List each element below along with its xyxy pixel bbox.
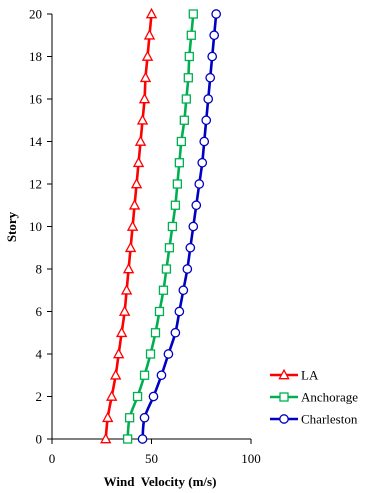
data-point-la	[141, 50, 154, 61]
y-tick-label: 18	[29, 49, 42, 64]
data-point-charleston	[197, 157, 208, 168]
data-point-la	[130, 177, 143, 189]
data-point-anchorage	[158, 285, 169, 295]
series-la	[100, 7, 158, 444]
y-tick-label: 16	[29, 92, 43, 107]
y-axis-title: Story	[4, 211, 19, 242]
data-point-la	[124, 241, 137, 253]
data-point-anchorage	[150, 328, 161, 338]
data-point-la	[138, 92, 151, 104]
y-tick-label: 14	[29, 134, 43, 149]
data-point-charleston	[156, 370, 167, 381]
y-tick-label: 20	[29, 7, 42, 22]
data-point-anchorage	[179, 115, 189, 125]
series-line-charleston	[141, 12, 218, 441]
data-point-anchorage	[186, 30, 196, 40]
x-tick-label: 50	[145, 451, 158, 466]
data-point-charleston	[182, 264, 193, 274]
data-point-anchorage	[172, 179, 183, 189]
data-point-charleston	[191, 200, 202, 211]
y-tick-label: 2	[36, 389, 43, 404]
data-point-anchorage	[176, 136, 187, 147]
data-point-anchorage	[122, 434, 133, 444]
data-point-la	[106, 390, 118, 401]
data-point-charleston	[205, 72, 216, 83]
legend-label-la: LA	[301, 368, 319, 383]
data-point-la	[109, 369, 122, 380]
data-point-charleston	[201, 115, 212, 126]
x-tick-label: 0	[49, 451, 56, 466]
data-point-la	[139, 71, 152, 83]
data-point-anchorage	[170, 200, 181, 210]
data-point-charleston	[178, 285, 189, 296]
data-point-anchorage	[145, 349, 156, 359]
data-point-charleston	[170, 327, 181, 338]
data-point-charleston	[137, 434, 148, 444]
axes-layer: 0 2 4 6 8 10 12 14 16 18 20 0 50 100 Wind Velocity (m/…	[4, 7, 261, 490]
data-point-charleston	[148, 391, 159, 402]
data-point-la	[122, 262, 135, 274]
y-tick-label: 10	[29, 219, 42, 234]
data-point-anchorage	[139, 370, 150, 380]
data-point-charleston	[188, 221, 199, 232]
data-point-la	[115, 326, 128, 338]
data-point-charleston	[199, 136, 210, 147]
data-point-anchorage	[184, 51, 194, 62]
data-point-la	[118, 305, 131, 316]
legend-label-charleston: Charleston	[301, 412, 358, 427]
data-point-anchorage	[154, 306, 165, 317]
data-point-anchorage	[161, 264, 172, 274]
legend-marker-anchorage	[279, 392, 289, 402]
data-point-charleston	[207, 51, 218, 62]
y-tick-label: 0	[36, 432, 43, 447]
data-point-la	[136, 114, 149, 125]
data-point-anchorage	[188, 9, 198, 19]
data-point-charleston	[209, 30, 220, 41]
series-anchorage	[122, 9, 198, 444]
data-point-la	[128, 199, 141, 210]
data-point-la	[132, 156, 145, 168]
legend-marker-la	[278, 368, 290, 380]
data-point-la	[100, 432, 112, 444]
data-point-charleston	[163, 349, 174, 359]
legend-label-anchorage: Anchorage	[301, 390, 358, 405]
data-point-anchorage	[124, 413, 135, 423]
data-point-la	[126, 220, 139, 231]
data-point-la	[134, 135, 147, 146]
data-point-la	[143, 29, 156, 40]
data-point-anchorage	[167, 221, 178, 232]
data-point-anchorage	[132, 391, 143, 402]
data-point-anchorage	[183, 73, 193, 83]
data-point-charleston	[139, 412, 150, 423]
x-axis-title: Wind Velocity (m/s)	[104, 474, 217, 489]
data-point-anchorage	[181, 94, 191, 104]
series-charleston	[137, 9, 222, 444]
data-point-charleston	[211, 9, 222, 19]
data-point-la	[102, 411, 114, 423]
data-point-charleston	[185, 242, 196, 253]
data-point-charleston	[203, 94, 214, 104]
y-tick-label: 4	[36, 347, 43, 362]
data-point-la	[112, 347, 125, 359]
legend-marker-charleston	[279, 414, 289, 424]
data-point-la	[120, 284, 133, 295]
y-tick-label: 8	[36, 262, 43, 277]
data-point-anchorage	[164, 243, 175, 253]
data-point-anchorage	[174, 158, 185, 168]
data-point-charleston	[194, 179, 205, 189]
data-point-charleston	[174, 306, 185, 317]
y-tick-label: 6	[36, 304, 43, 319]
data-point-la	[145, 7, 158, 19]
series-layer	[100, 7, 222, 444]
legend: LA Anchorage Charleston	[270, 368, 358, 427]
y-tick-label: 12	[29, 177, 42, 192]
x-tick-label: 100	[241, 451, 261, 466]
